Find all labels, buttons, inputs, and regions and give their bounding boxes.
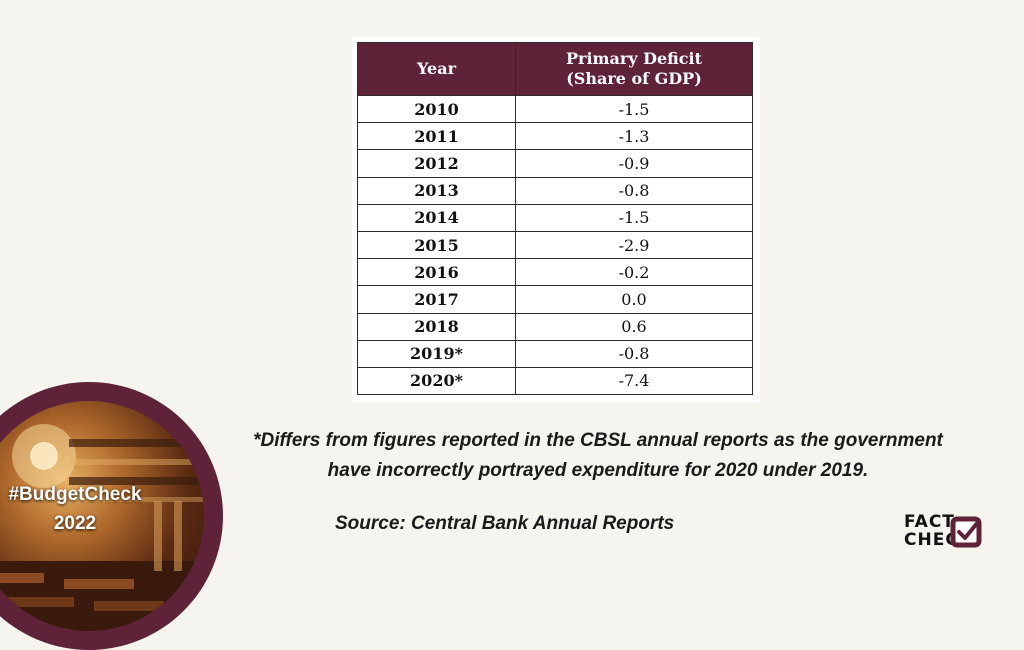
table-row: 2010 -1.5 bbox=[357, 94, 753, 124]
footnote-line1: *Differs from figures reported in the CB… bbox=[253, 430, 943, 451]
check-mark-icon bbox=[950, 516, 982, 548]
deficit-table: Year Primary Deficit (Share of GDP) 2010… bbox=[357, 42, 753, 396]
deficit-value-cell: 0.6 bbox=[515, 312, 753, 341]
table-header-row: Year Primary Deficit (Share of GDP) bbox=[357, 42, 753, 96]
header-primary-deficit: Primary Deficit (Share of GDP) bbox=[515, 42, 753, 96]
table-row: 2013 -0.8 bbox=[357, 176, 753, 205]
budget-check-badge: #BudgetCheck 2022 bbox=[0, 480, 150, 538]
deficit-value-cell: -0.2 bbox=[515, 258, 753, 287]
year-cell: 2015 bbox=[357, 230, 516, 260]
header-primary-deficit-line2: (Share of GDP) bbox=[566, 69, 702, 88]
deficit-value-cell: -1.3 bbox=[515, 122, 753, 151]
table-row: 2011 -1.3 bbox=[357, 122, 753, 151]
year-cell: 2020* bbox=[357, 366, 516, 396]
deficit-value-cell: 0.0 bbox=[515, 285, 753, 314]
badge-year: 2022 bbox=[53, 513, 97, 534]
table-row: 2014 -1.5 bbox=[357, 203, 753, 232]
year-cell: 2019* bbox=[357, 339, 516, 368]
footnote: *Differs from figures reported in the CB… bbox=[230, 426, 966, 486]
deficit-value-cell: -1.5 bbox=[515, 203, 753, 232]
deficit-value-cell: -0.8 bbox=[515, 176, 753, 205]
table-row: 2016 -0.2 bbox=[357, 258, 753, 287]
deficit-value-cell: -1.5 bbox=[515, 94, 753, 124]
deficit-value-cell: -7.4 bbox=[515, 366, 753, 396]
deficit-value-cell: -2.9 bbox=[515, 230, 753, 260]
table-row: 2018 0.6 bbox=[357, 312, 753, 341]
fact-check-logo: FACT CHECK bbox=[904, 512, 996, 550]
year-cell: 2011 bbox=[357, 122, 516, 151]
deficit-value-cell: -0.9 bbox=[515, 149, 753, 178]
source-note: Source: Central Bank Annual Reports bbox=[335, 513, 675, 534]
year-cell: 2014 bbox=[357, 203, 516, 232]
header-year: Year bbox=[357, 42, 516, 96]
deficit-value-cell: -0.8 bbox=[515, 339, 753, 368]
footnote-line2: have incorrectly portrayed expenditure f… bbox=[327, 460, 869, 481]
year-cell: 2010 bbox=[357, 94, 516, 124]
deficit-table-card: Year Primary Deficit (Share of GDP) 2010… bbox=[352, 37, 760, 402]
table-row: 2019* -0.8 bbox=[357, 339, 753, 368]
table-row: 2020* -7.4 bbox=[357, 366, 753, 396]
badge-hashtag: #BudgetCheck bbox=[8, 484, 142, 505]
table-row: 2015 -2.9 bbox=[357, 230, 753, 260]
year-cell: 2012 bbox=[357, 149, 516, 178]
logo-fact-text: FACT bbox=[904, 512, 955, 532]
year-cell: 2016 bbox=[357, 258, 516, 287]
header-primary-deficit-line1: Primary Deficit bbox=[565, 49, 703, 68]
table-row: 2017 0.0 bbox=[357, 285, 753, 314]
year-cell: 2017 bbox=[357, 285, 516, 314]
table-row: 2012 -0.9 bbox=[357, 149, 753, 178]
year-cell: 2018 bbox=[357, 312, 516, 341]
year-cell: 2013 bbox=[357, 176, 516, 205]
